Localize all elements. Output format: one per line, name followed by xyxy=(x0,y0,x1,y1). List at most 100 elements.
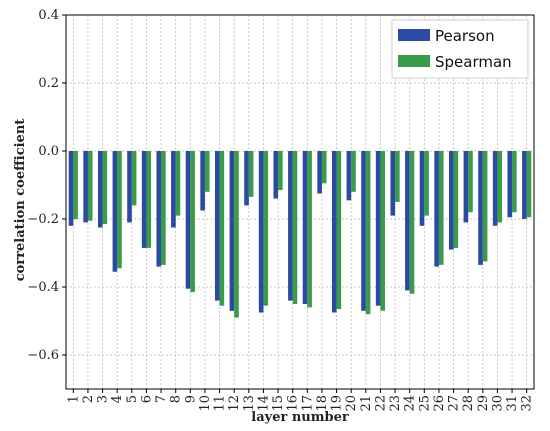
bar-spearman-layer-30 xyxy=(497,151,503,223)
x-tick-label: 19 xyxy=(330,395,345,412)
bar-pearson-layer-4 xyxy=(112,151,118,272)
bar-spearman-layer-6 xyxy=(146,151,152,248)
bar-pearson-layer-6 xyxy=(141,151,147,248)
bar-spearman-layer-25 xyxy=(424,151,429,216)
bar-spearman-layer-27 xyxy=(453,151,459,248)
legend-swatch-pearson xyxy=(398,29,430,41)
x-tick-label: 1 xyxy=(66,395,81,403)
x-tick-label: 14 xyxy=(256,395,271,412)
x-tick-label: 17 xyxy=(300,395,315,412)
legend-swatch-spearman xyxy=(398,55,430,67)
bar-pearson-layer-12 xyxy=(229,151,235,311)
bar-pearson-layer-21 xyxy=(361,151,366,311)
bar-spearman-layer-7 xyxy=(161,151,166,265)
y-tick-label: 0.0 xyxy=(38,144,59,159)
y-tick-label: −0.4 xyxy=(27,280,59,295)
x-tick-label: 6 xyxy=(139,395,154,403)
x-tick-label: 7 xyxy=(154,395,169,403)
bar-spearman-layer-19 xyxy=(336,151,342,310)
x-tick-label: 18 xyxy=(315,395,330,412)
bars xyxy=(68,151,532,318)
bar-spearman-layer-26 xyxy=(438,151,444,265)
bar-spearman-layer-24 xyxy=(409,151,415,294)
x-tick-label: 32 xyxy=(520,395,535,412)
bar-spearman-layer-8 xyxy=(175,151,181,216)
x-tick-label: 11 xyxy=(213,395,228,412)
bar-pearson-layer-5 xyxy=(127,151,132,223)
bar-pearson-layer-9 xyxy=(185,151,191,289)
x-tick-label: 26 xyxy=(432,395,447,412)
bar-pearson-layer-30 xyxy=(492,151,498,226)
bar-pearson-layer-24 xyxy=(405,151,410,291)
bar-pearson-layer-31 xyxy=(507,151,513,218)
x-tick-label: 25 xyxy=(417,395,432,412)
y-tick-label: −0.2 xyxy=(27,212,59,227)
bar-spearman-layer-31 xyxy=(512,151,517,213)
bar-spearman-layer-4 xyxy=(117,151,122,269)
x-tick-label: 15 xyxy=(271,395,286,412)
bar-spearman-layer-13 xyxy=(248,151,254,197)
bar-spearman-layer-1 xyxy=(73,151,78,219)
bar-spearman-layer-21 xyxy=(365,151,371,315)
bar-spearman-layer-18 xyxy=(321,151,327,184)
x-tick-label: 16 xyxy=(286,395,301,412)
bar-pearson-layer-3 xyxy=(97,151,103,228)
x-tick-label: 10 xyxy=(198,395,213,412)
x-tick-label: 20 xyxy=(344,395,359,412)
bar-pearson-layer-27 xyxy=(448,151,454,250)
bar-spearman-layer-22 xyxy=(380,151,386,311)
bar-spearman-layer-2 xyxy=(87,151,93,221)
bar-spearman-layer-10 xyxy=(204,151,210,192)
y-tick-labels: 0.4 0.2 0.0 −0.2 −0.4 −0.6 xyxy=(27,8,59,363)
bar-pearson-layer-8 xyxy=(171,151,176,228)
bar-pearson-layer-26 xyxy=(434,151,439,267)
bar-pearson-layer-2 xyxy=(83,151,88,223)
bar-pearson-layer-14 xyxy=(258,151,264,313)
y-tick-label: 0.2 xyxy=(38,76,59,91)
x-tick-label: 22 xyxy=(373,395,388,412)
bar-pearson-layer-16 xyxy=(288,151,293,301)
x-tick-label: 9 xyxy=(183,395,198,403)
bar-spearman-layer-15 xyxy=(278,151,283,191)
bar-spearman-layer-5 xyxy=(131,151,137,206)
bar-pearson-layer-22 xyxy=(375,151,381,306)
bar-pearson-layer-10 xyxy=(200,151,205,211)
x-tick-label: 23 xyxy=(388,395,403,412)
bar-spearman-layer-3 xyxy=(102,151,108,225)
x-tick-label: 5 xyxy=(125,395,140,403)
bar-spearman-layer-16 xyxy=(292,151,298,304)
bar-pearson-layer-7 xyxy=(156,151,162,267)
bar-pearson-layer-1 xyxy=(68,151,74,226)
bar-pearson-layer-32 xyxy=(522,151,527,219)
bar-spearman-layer-28 xyxy=(468,151,473,213)
x-tick-label: 12 xyxy=(227,395,242,412)
bar-spearman-layer-14 xyxy=(263,151,269,306)
plot-frame xyxy=(65,14,535,390)
x-tick-label: 27 xyxy=(447,395,462,412)
y-tick-label: −0.6 xyxy=(27,348,59,363)
x-tick-label: 21 xyxy=(359,395,374,412)
bar-spearman-layer-17 xyxy=(307,151,312,308)
x-tick-label: 28 xyxy=(461,395,476,412)
bar-pearson-layer-25 xyxy=(419,151,425,226)
bar-spearman-layer-9 xyxy=(190,151,195,293)
x-tick-label: 2 xyxy=(81,395,96,403)
x-tick-label: 29 xyxy=(476,395,491,412)
bar-pearson-layer-15 xyxy=(273,151,279,199)
x-tick-label: 8 xyxy=(169,395,184,403)
bar-pearson-layer-29 xyxy=(478,151,483,265)
x-tick-label: 31 xyxy=(505,395,520,412)
legend-label-pearson: Pearson xyxy=(435,27,495,45)
bar-spearman-layer-11 xyxy=(219,151,225,306)
bar-spearman-layer-32 xyxy=(526,151,532,218)
y-tick-label: 0.4 xyxy=(38,8,59,23)
x-axis-label: layer number xyxy=(251,410,349,425)
x-tick-label: 24 xyxy=(403,395,418,412)
legend: Pearson Spearman xyxy=(391,19,529,79)
bar-spearman-layer-12 xyxy=(234,151,239,318)
legend-label-spearman: Spearman xyxy=(435,53,512,71)
bar-pearson-layer-17 xyxy=(302,151,308,304)
ticks xyxy=(62,14,528,393)
bar-pearson-layer-20 xyxy=(346,151,352,201)
